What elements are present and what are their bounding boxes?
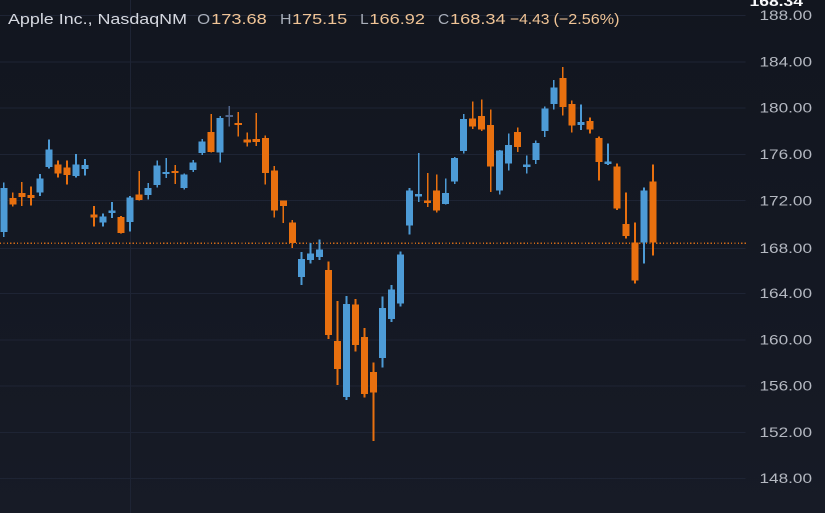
- svg-text:172.00: 172.00: [760, 193, 813, 208]
- svg-text:−4.43: −4.43: [510, 11, 550, 28]
- svg-text:168.34: 168.34: [750, 0, 804, 9]
- svg-text:152.00: 152.00: [760, 425, 813, 440]
- svg-text:O: O: [197, 11, 210, 28]
- svg-text:168.34: 168.34: [450, 11, 506, 28]
- svg-text:184.00: 184.00: [760, 55, 813, 70]
- svg-text:164.00: 164.00: [760, 286, 813, 301]
- svg-text:180.00: 180.00: [760, 101, 813, 116]
- svg-text:176.00: 176.00: [760, 147, 813, 162]
- svg-text:Apple Inc., NasdaqNM: Apple Inc., NasdaqNM: [8, 11, 187, 28]
- svg-text:156.00: 156.00: [760, 379, 813, 394]
- svg-text:H: H: [280, 11, 292, 28]
- svg-text:173.68: 173.68: [211, 11, 267, 28]
- svg-text:160.00: 160.00: [760, 333, 813, 348]
- svg-text:168.00: 168.00: [760, 241, 813, 256]
- svg-text:(−2.56%): (−2.56%): [554, 11, 620, 28]
- svg-text:L: L: [360, 11, 369, 28]
- svg-text:166.92: 166.92: [369, 11, 425, 28]
- svg-text:148.00: 148.00: [760, 471, 813, 486]
- svg-text:188.00: 188.00: [760, 8, 813, 23]
- svg-text:C: C: [438, 11, 449, 28]
- svg-text:175.15: 175.15: [292, 11, 347, 28]
